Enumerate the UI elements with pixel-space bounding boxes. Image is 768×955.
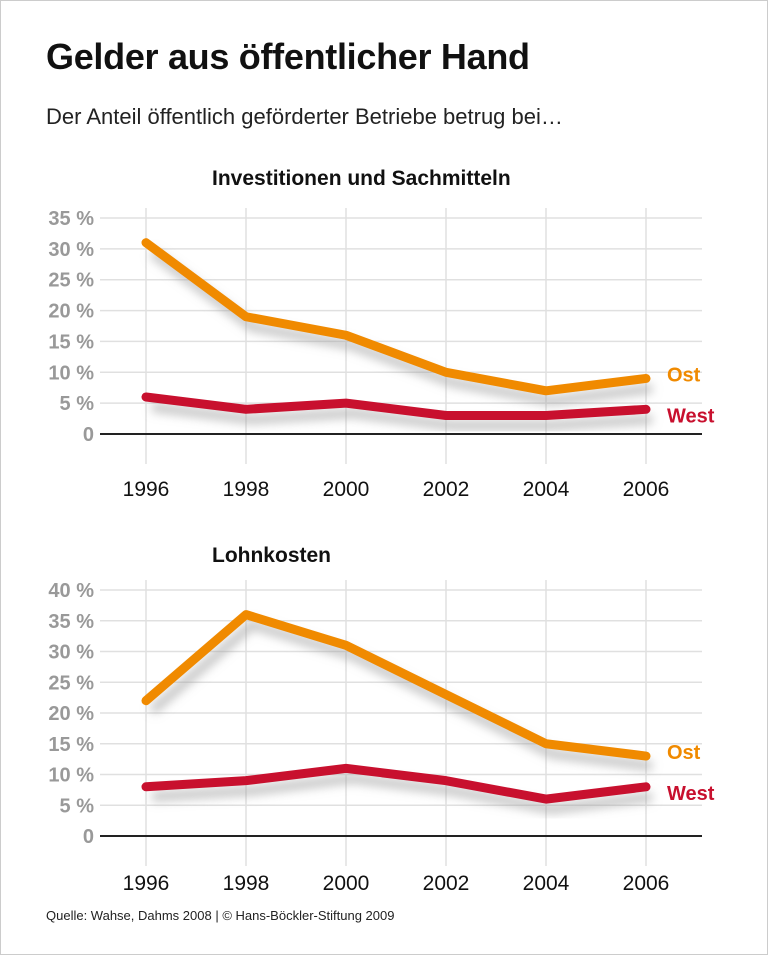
series-line-ost (141, 610, 651, 761)
series-label-west: West (667, 405, 715, 427)
source-note: Quelle: Wahse, Dahms 2008 | © Hans-Böckl… (46, 908, 395, 923)
y-tick-label: 35 % (48, 611, 94, 633)
x-tick-label: 2000 (323, 478, 370, 501)
y-tick-label: 15 % (48, 331, 94, 353)
series-line-west (141, 763, 651, 804)
y-tick-label: 25 % (48, 672, 94, 694)
x-tick-label: 1998 (223, 478, 270, 501)
y-tick-label: 5 % (60, 393, 95, 415)
y-tick-label: 0 (83, 826, 94, 848)
x-tick-label: 2004 (523, 872, 570, 895)
y-tick-label: 5 % (60, 795, 95, 817)
series-label-ost: Ost (667, 364, 701, 386)
y-tick-label: 0 (83, 424, 94, 446)
x-tick-label: 1996 (123, 872, 170, 895)
y-tick-label: 10 % (48, 362, 94, 384)
x-tick-label: 2002 (423, 872, 470, 895)
y-tick-label: 40 % (48, 580, 94, 602)
series-shadow-ost (149, 619, 653, 771)
chart-title: Investitionen und Sachmitteln (212, 167, 511, 190)
series-shadow-ost (149, 249, 653, 406)
y-tick-label: 20 % (48, 301, 94, 323)
x-tick-label: 2002 (423, 478, 470, 501)
y-tick-label: 20 % (48, 703, 94, 725)
series-label-ost: Ost (667, 742, 701, 764)
series-line-west (141, 392, 651, 420)
chart-title: Lohnkosten (212, 544, 331, 567)
y-tick-label: 30 % (48, 239, 94, 261)
y-tick-label: 25 % (48, 270, 94, 292)
x-tick-label: 1998 (223, 872, 270, 895)
x-tick-label: 2004 (523, 478, 570, 501)
y-tick-label: 30 % (48, 642, 94, 664)
series-shadow-west (151, 773, 653, 814)
x-tick-label: 2006 (623, 872, 670, 895)
y-tick-label: 35 % (48, 208, 94, 230)
y-tick-label: 15 % (48, 734, 94, 756)
series-shadow-west (151, 402, 653, 430)
y-tick-label: 10 % (48, 765, 94, 787)
x-tick-label: 2000 (323, 872, 370, 895)
subtitle: Der Anteil öffentlich geförderter Betrie… (46, 104, 563, 129)
x-tick-label: 2006 (623, 478, 670, 501)
page-title: Gelder aus öffentlicher Hand (46, 36, 530, 77)
series-line-ost (141, 238, 651, 396)
series-label-west: West (667, 783, 715, 805)
x-tick-label: 1996 (123, 478, 170, 501)
